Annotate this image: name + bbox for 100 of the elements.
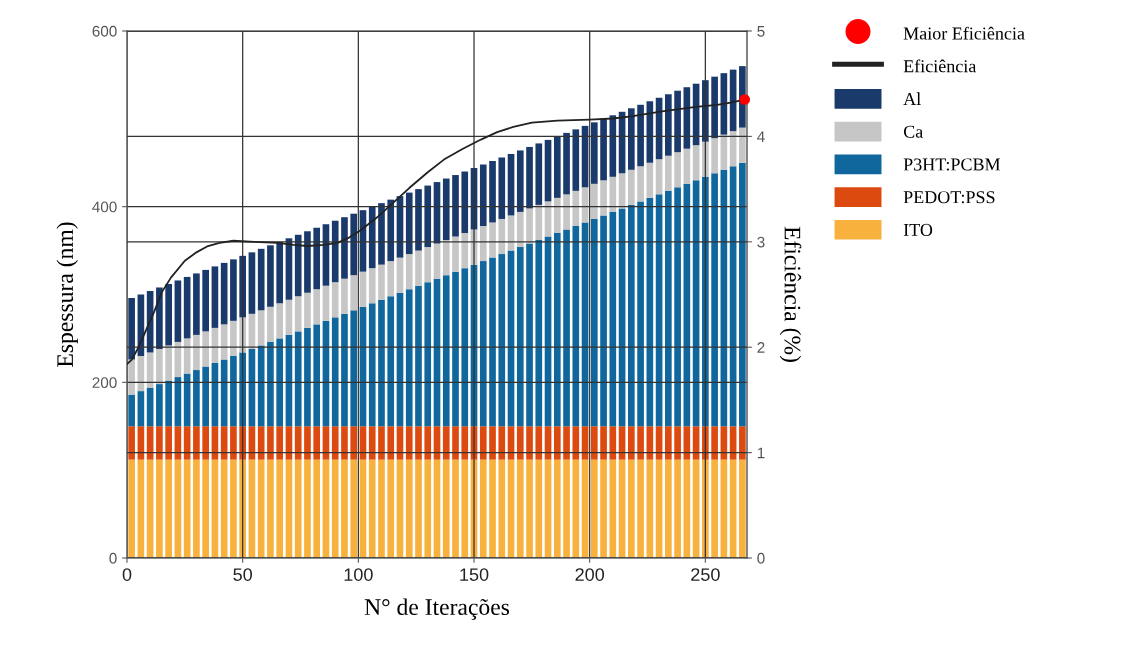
bar [526, 426, 533, 460]
bar [193, 334, 200, 371]
bar [257, 248, 265, 311]
bar [313, 426, 321, 460]
bar [600, 459, 607, 558]
bar [350, 426, 358, 460]
bar [553, 136, 561, 198]
x-tick-label: 50 [233, 568, 253, 581]
bar [590, 218, 598, 427]
bar [359, 271, 367, 307]
bar [572, 459, 580, 558]
bar [461, 233, 469, 269]
bar [600, 426, 607, 460]
legend-label: Ca [903, 125, 923, 138]
bar [341, 426, 348, 460]
bar [609, 176, 617, 212]
bar [479, 164, 487, 226]
bar [442, 426, 450, 460]
bar [711, 76, 718, 139]
bar [387, 296, 395, 427]
legend-label: Al [903, 92, 921, 105]
bar [313, 324, 321, 427]
bar [341, 313, 348, 427]
bar [489, 257, 496, 427]
bar [368, 426, 376, 460]
bar [202, 269, 209, 332]
bar [665, 459, 672, 558]
bar [230, 355, 237, 427]
bar [665, 190, 672, 427]
bar [739, 426, 746, 460]
bar [665, 155, 672, 191]
bar [128, 359, 135, 395]
y-axis-title: Espessura (nm) [56, 222, 78, 367]
bar [498, 254, 506, 427]
bar [452, 175, 459, 237]
bar [452, 271, 459, 427]
bar [674, 90, 681, 153]
bar [165, 459, 172, 558]
bar [257, 310, 265, 346]
bar [646, 162, 654, 198]
bar [230, 259, 237, 321]
bar [535, 204, 543, 241]
bar [165, 283, 172, 346]
bar [415, 426, 422, 460]
bar [193, 370, 200, 427]
bar [211, 266, 219, 328]
bar [563, 426, 570, 460]
bar [544, 201, 552, 237]
bar [674, 152, 681, 188]
bar [415, 285, 422, 427]
bar [156, 348, 163, 385]
bar [507, 215, 515, 251]
bar [368, 459, 376, 558]
legend-label: Eficiência [903, 59, 977, 73]
y2-tick-label: 3 [757, 236, 765, 248]
legend-label: ITO [903, 223, 933, 237]
bar [276, 459, 284, 558]
bar [128, 394, 135, 427]
bar [387, 426, 395, 460]
bar [128, 298, 135, 360]
bar [331, 459, 339, 558]
bar [230, 320, 237, 356]
bar [156, 426, 163, 460]
bar [304, 459, 311, 558]
bar [405, 254, 413, 290]
bar [674, 426, 681, 460]
bar [415, 250, 422, 286]
bar [276, 241, 284, 304]
bar [479, 261, 487, 427]
bar [563, 459, 570, 558]
bar [331, 317, 339, 427]
bar [461, 171, 469, 234]
bar [590, 122, 598, 184]
bar [331, 282, 339, 318]
bar [553, 233, 561, 427]
bar [600, 118, 607, 181]
bar [692, 145, 700, 181]
bar [674, 187, 681, 427]
bar [378, 203, 385, 265]
bar [590, 426, 598, 460]
bar [267, 459, 274, 558]
bar [553, 459, 561, 558]
bar [683, 148, 691, 184]
bar [174, 280, 182, 342]
bar [609, 426, 617, 460]
y2-tick-label: 2 [757, 342, 765, 353]
bar [516, 247, 524, 427]
bar [156, 459, 163, 558]
bar [674, 459, 681, 558]
bar [415, 459, 422, 558]
bar [479, 426, 487, 460]
legend-label: PEDOT:PSS [903, 191, 995, 204]
bar [628, 108, 635, 170]
bar [526, 208, 533, 244]
legend-label: Maior Eficiência [903, 26, 1025, 40]
x-axis-title: N° de Iterações [364, 598, 510, 620]
bar [442, 459, 450, 558]
bar [156, 384, 163, 427]
bar [665, 426, 672, 460]
bar [304, 292, 311, 328]
